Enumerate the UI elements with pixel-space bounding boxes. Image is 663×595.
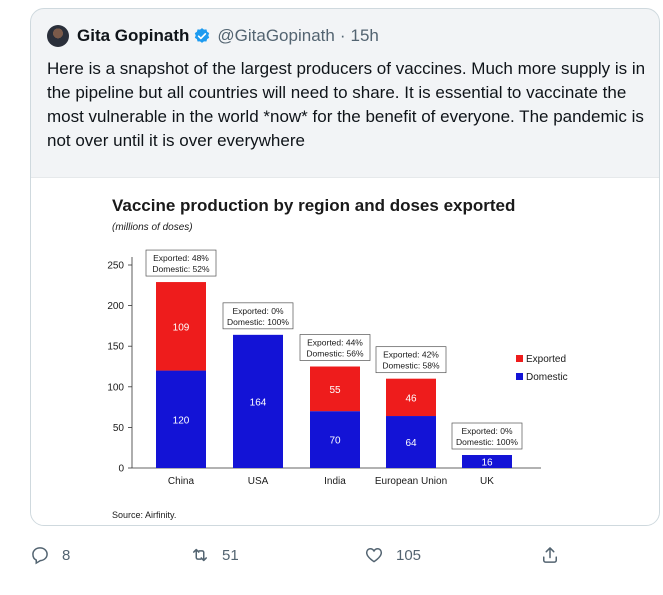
quoted-tweet-card[interactable]: Gita Gopinath @GitaGopinath · 15h Here i… — [30, 8, 660, 526]
annotation-box — [145, 249, 217, 277]
share-icon — [543, 547, 557, 563]
bar-label-exported: 46 — [405, 393, 417, 404]
y-tick-label: 250 — [107, 261, 124, 272]
author-name[interactable]: Gita Gopinath — [77, 26, 190, 45]
reply-icon — [32, 547, 48, 565]
bar-label-domestic: 16 — [481, 458, 493, 469]
verified-badge-icon — [193, 27, 211, 45]
annotation-exported: Exported: 48% — [153, 253, 209, 263]
avatar[interactable] — [47, 25, 69, 47]
annotation-exported: Exported: 42% — [383, 350, 439, 360]
share-button[interactable] — [540, 540, 572, 570]
annotation-box — [451, 422, 523, 450]
legend-swatch-exported — [516, 355, 523, 362]
y-tick-label: 0 — [118, 464, 124, 475]
author-handle[interactable]: @GitaGopinath — [217, 26, 335, 45]
legend-swatch-domestic — [516, 373, 523, 380]
bar-domestic — [310, 411, 360, 468]
annotation-domestic: Domestic: 52% — [152, 264, 210, 274]
reply-count: 8 — [62, 546, 71, 564]
chart-image[interactable]: Vaccine production by region and doses e… — [31, 177, 659, 525]
annotation-domestic: Domestic: 56% — [306, 349, 364, 359]
y-tick-label: 200 — [107, 301, 124, 312]
bar-label-domestic: 164 — [250, 397, 267, 408]
annotation-box — [375, 346, 447, 374]
x-tick-label: European Union — [375, 476, 447, 487]
annotation-exported: Exported: 44% — [307, 338, 363, 348]
bar-domestic — [233, 334, 283, 468]
annotation-box — [222, 302, 294, 330]
retweet-icon — [193, 548, 207, 562]
annotation-exported: Exported: 0% — [232, 306, 283, 316]
chart-svg: Vaccine production by region and doses e… — [107, 196, 568, 520]
y-tick-label: 100 — [107, 382, 124, 393]
annotation-domestic: Domestic: 100% — [227, 317, 289, 327]
tweet-time[interactable]: 15h — [350, 26, 379, 45]
x-tick-label: UK — [480, 476, 494, 487]
tweet-text: Here is a snapshot of the largest produc… — [47, 59, 646, 150]
chart-subtitle: (millions of doses) — [112, 222, 193, 233]
x-tick-label: USA — [248, 476, 269, 487]
like-count: 105 — [396, 546, 422, 564]
annotation-domestic: Domestic: 100% — [456, 437, 518, 447]
bar-domestic — [156, 370, 206, 468]
bar-domestic — [462, 455, 512, 468]
bar-label-domestic: 120 — [173, 415, 190, 426]
like-button[interactable]: 105 — [364, 540, 421, 570]
legend-label-domestic: Domestic — [526, 372, 568, 383]
bar-label-exported: 55 — [329, 385, 341, 396]
bar-exported — [386, 378, 436, 417]
heart-icon — [365, 547, 383, 563]
separator-dot: · — [339, 26, 346, 45]
retweet-button[interactable]: 51 — [190, 540, 239, 570]
annotation-box — [299, 334, 371, 361]
bar-label-domestic: 64 — [405, 438, 417, 449]
bar-label-domestic: 70 — [329, 436, 341, 447]
retweet-count: 51 — [222, 546, 239, 564]
legend-label-exported: Exported — [526, 354, 566, 365]
tweet-header: Gita Gopinath @GitaGopinath · 15h — [47, 23, 379, 49]
y-tick-label: 50 — [113, 423, 125, 434]
bar-domestic — [386, 416, 436, 468]
bar-label-exported: 109 — [173, 322, 190, 333]
bar-exported — [156, 282, 206, 371]
chart-source: Source: Airfinity. — [112, 510, 176, 520]
annotation-exported: Exported: 0% — [461, 426, 512, 436]
annotation-domestic: Domestic: 58% — [382, 361, 440, 371]
action-bar: 8 51 105 — [30, 540, 630, 570]
bar-exported — [310, 366, 360, 412]
x-tick-label: India — [324, 476, 346, 487]
x-tick-label: China — [168, 476, 195, 487]
y-tick-label: 150 — [107, 342, 124, 353]
chart-title: Vaccine production by region and doses e… — [112, 196, 515, 215]
reply-button[interactable]: 8 — [30, 540, 70, 570]
